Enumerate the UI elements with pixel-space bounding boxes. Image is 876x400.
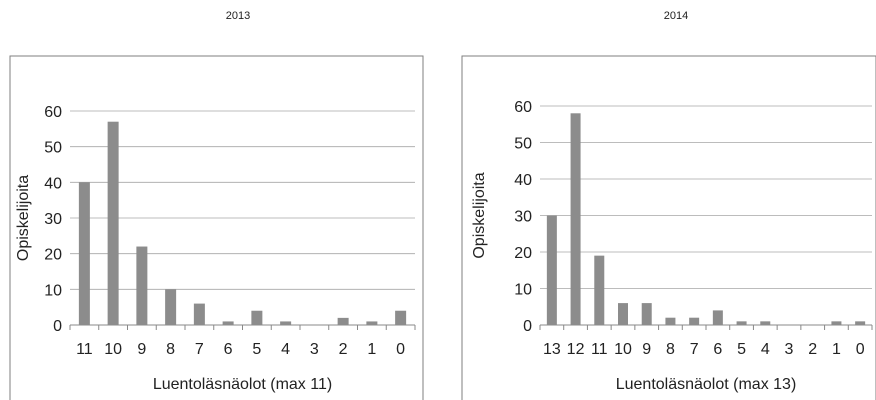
- y-tick-label: 0: [53, 318, 62, 335]
- x-tick-label: 10: [104, 341, 122, 358]
- bar: [366, 321, 377, 325]
- bar: [571, 113, 581, 325]
- bar: [713, 310, 723, 325]
- x-tick-label: 5: [737, 341, 746, 358]
- x-tick-label: 11: [591, 341, 608, 358]
- y-tick-label: 60: [44, 104, 62, 121]
- x-tick-label: 7: [690, 341, 699, 358]
- y-tick-label: 20: [514, 245, 532, 262]
- bar: [689, 318, 699, 325]
- bar: [855, 321, 865, 325]
- bar: [165, 289, 176, 325]
- y-axis-title: Opiskelijoita: [15, 175, 32, 261]
- x-tick-label: 0: [396, 341, 405, 358]
- y-tick-label: 50: [514, 136, 532, 153]
- x-tick-label: 1: [367, 341, 376, 358]
- bar: [642, 303, 652, 325]
- x-tick-label: 6: [713, 341, 722, 358]
- x-tick-label: 9: [137, 341, 146, 358]
- x-tick-label: 2: [808, 341, 817, 358]
- y-tick-label: 40: [514, 172, 532, 189]
- y-tick-label: 30: [44, 211, 62, 228]
- y-tick-label: 10: [44, 282, 62, 299]
- x-tick-label: 1: [832, 341, 841, 358]
- y-tick-label: 40: [44, 175, 62, 192]
- bar: [760, 321, 770, 325]
- bar: [547, 216, 557, 326]
- x-tick-label: 12: [567, 341, 585, 358]
- y-tick-label: 50: [44, 140, 62, 157]
- bar: [831, 321, 841, 325]
- x-tick-label: 11: [76, 341, 93, 358]
- x-tick-label: 9: [642, 341, 651, 358]
- x-tick-label: 8: [666, 341, 675, 358]
- x-tick-label: 5: [252, 341, 261, 358]
- x-tick-label: 2: [339, 341, 348, 358]
- x-tick-label: 3: [785, 341, 794, 358]
- y-tick-label: 30: [514, 209, 532, 226]
- x-tick-label: 4: [281, 341, 290, 358]
- bar: [594, 256, 604, 325]
- y-tick-label: 10: [514, 282, 532, 299]
- x-tick-label: 13: [543, 341, 561, 358]
- bar: [194, 304, 205, 325]
- bar: [108, 122, 119, 325]
- x-axis-title: Luentoläsnäolot (max 11): [153, 376, 332, 393]
- bar: [79, 182, 90, 325]
- bar: [136, 247, 147, 325]
- bar: [618, 303, 628, 325]
- y-tick-label: 0: [523, 318, 532, 335]
- x-axis-title: Luentoläsnäolot (max 13): [616, 376, 797, 393]
- y-tick-label: 20: [44, 247, 62, 264]
- x-tick-label: 4: [761, 341, 770, 358]
- x-tick-label: 6: [224, 341, 233, 358]
- bar: [223, 321, 234, 325]
- x-tick-label: 0: [856, 341, 865, 358]
- y-tick-label: 60: [514, 99, 532, 116]
- bar: [395, 311, 406, 325]
- x-tick-label: 10: [614, 341, 632, 358]
- y-axis-title: Opiskelijoita: [471, 172, 488, 258]
- x-tick-label: 7: [195, 341, 204, 358]
- bar: [665, 318, 675, 325]
- chart-frame: [10, 56, 423, 400]
- bar: [338, 318, 349, 325]
- bar: [280, 321, 291, 325]
- x-tick-label: 3: [310, 341, 319, 358]
- bar: [737, 321, 747, 325]
- bar: [251, 311, 262, 325]
- x-tick-label: 8: [166, 341, 175, 358]
